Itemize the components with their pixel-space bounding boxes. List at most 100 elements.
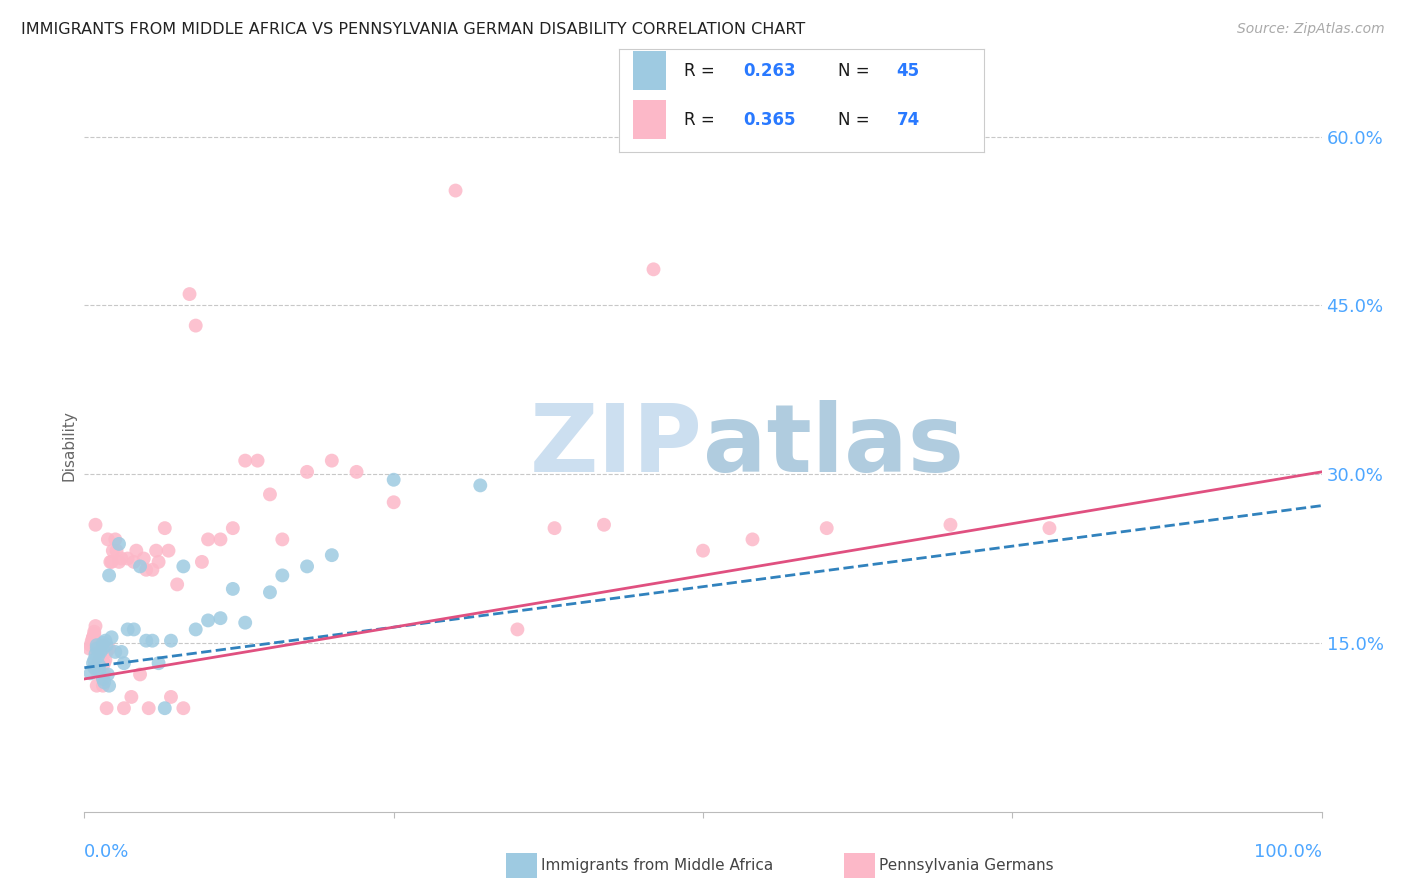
Point: [172, 559, 194, 574]
Point: [89, 645, 111, 659]
Point: [141, 563, 163, 577]
Point: [93, 656, 115, 670]
Text: 100.0%: 100.0%: [1254, 843, 1322, 861]
Point: [100, 630, 122, 644]
Point: [117, 623, 139, 637]
Point: [222, 582, 245, 596]
Point: [98, 679, 121, 693]
Point: [91, 672, 114, 686]
Point: [184, 623, 207, 637]
Text: R =: R =: [685, 62, 720, 79]
Point: [91, 679, 114, 693]
Text: 0.365: 0.365: [742, 111, 796, 128]
Point: [321, 548, 343, 562]
Point: [93, 667, 115, 681]
Point: [506, 623, 529, 637]
Point: [79, 666, 101, 681]
Point: [80, 633, 103, 648]
Point: [82, 630, 104, 644]
Point: [91, 641, 114, 656]
Point: [191, 555, 214, 569]
Point: [197, 614, 219, 628]
Point: [132, 551, 155, 566]
Text: 74: 74: [897, 111, 920, 128]
Point: [98, 568, 121, 582]
Point: [83, 627, 105, 641]
Point: [110, 551, 132, 566]
Point: [110, 645, 132, 659]
Point: [117, 551, 139, 566]
Text: R =: R =: [685, 111, 720, 128]
Point: [83, 653, 105, 667]
Point: [129, 559, 152, 574]
Point: [122, 555, 145, 569]
Point: [382, 473, 405, 487]
Point: [83, 624, 105, 639]
Point: [89, 653, 111, 667]
Text: Source: ZipAtlas.com: Source: ZipAtlas.com: [1237, 22, 1385, 37]
FancyBboxPatch shape: [633, 51, 666, 90]
Text: N =: N =: [838, 62, 875, 79]
Point: [259, 585, 281, 599]
Point: [82, 656, 104, 670]
Point: [83, 661, 105, 675]
Text: Immigrants from Middle Africa: Immigrants from Middle Africa: [541, 858, 773, 872]
Point: [125, 543, 148, 558]
Point: [141, 633, 163, 648]
Point: [89, 645, 111, 659]
Point: [1038, 521, 1060, 535]
Point: [233, 615, 256, 630]
Point: [157, 543, 180, 558]
Point: [135, 633, 157, 648]
Point: [543, 521, 565, 535]
Point: [89, 645, 111, 659]
Point: [470, 478, 492, 492]
Point: [160, 690, 183, 704]
Point: [135, 563, 157, 577]
Point: [108, 537, 131, 551]
Point: [153, 521, 176, 535]
Point: [346, 465, 368, 479]
Y-axis label: Disability: Disability: [60, 410, 76, 482]
Point: [233, 453, 256, 467]
Point: [90, 645, 112, 659]
Point: [86, 664, 108, 678]
Point: [108, 555, 131, 569]
Point: [179, 287, 201, 301]
Point: [643, 262, 665, 277]
Point: [593, 517, 616, 532]
Point: [295, 559, 318, 574]
Text: 0.0%: 0.0%: [84, 843, 129, 861]
Point: [93, 675, 115, 690]
Point: [98, 641, 121, 656]
Point: [112, 701, 135, 715]
Point: [259, 487, 281, 501]
Point: [172, 701, 194, 715]
Point: [101, 543, 124, 558]
Point: [94, 653, 117, 667]
Text: atlas: atlas: [703, 400, 965, 492]
Point: [145, 543, 167, 558]
Point: [138, 701, 160, 715]
Point: [79, 641, 101, 656]
Text: 45: 45: [897, 62, 920, 79]
Point: [815, 521, 838, 535]
Text: Pennsylvania Germans: Pennsylvania Germans: [879, 858, 1053, 872]
Point: [96, 701, 118, 715]
Point: [84, 647, 107, 661]
Point: [129, 667, 152, 681]
Point: [120, 690, 142, 704]
Point: [96, 645, 118, 659]
Point: [160, 633, 183, 648]
Point: [91, 636, 114, 650]
Point: [209, 533, 232, 547]
Point: [184, 318, 207, 333]
Text: ZIP: ZIP: [530, 400, 703, 492]
Point: [153, 701, 176, 715]
Point: [98, 555, 121, 569]
Point: [86, 638, 108, 652]
Point: [197, 533, 219, 547]
Text: 0.263: 0.263: [742, 62, 796, 79]
Point: [382, 495, 405, 509]
Point: [86, 679, 108, 693]
